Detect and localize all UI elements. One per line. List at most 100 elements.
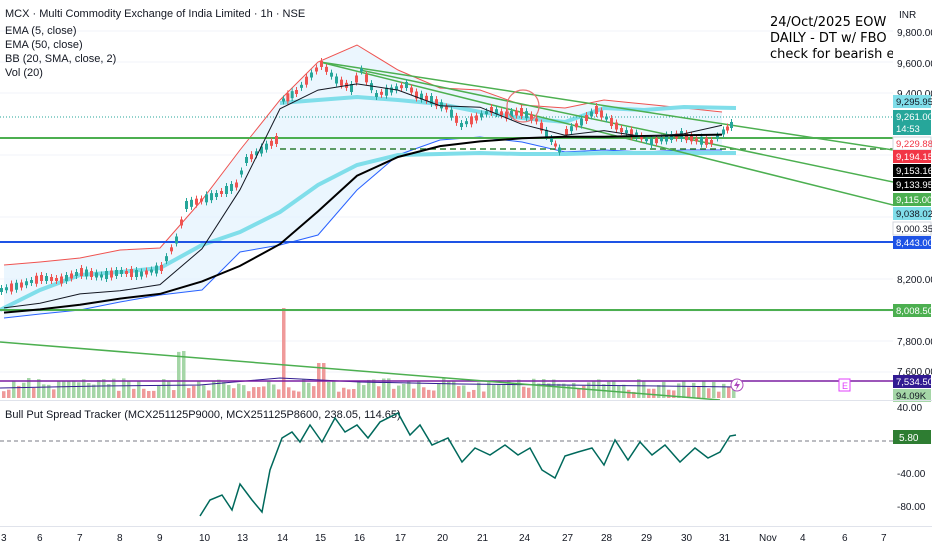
candle (225, 186, 228, 194)
price-tag (893, 193, 931, 206)
candle (255, 151, 258, 156)
price-tag (893, 178, 931, 191)
candle (320, 61, 323, 67)
volume-bar (632, 391, 636, 398)
price-tag-label: 8,443.00 (896, 238, 932, 249)
candle (105, 271, 108, 279)
candle (75, 272, 78, 276)
volume-bar (307, 382, 311, 398)
candle (155, 265, 158, 274)
candle (290, 91, 294, 99)
candle (210, 193, 213, 201)
volume-bar (62, 380, 66, 398)
time-axis[interactable]: 3 6 7 8 9 10 13 14 15 16 17 20 21 24 27 28 29 30 31 Nov 4 6 7 (1, 533, 887, 544)
candle (110, 270, 113, 278)
candle (425, 95, 428, 101)
volume-bar (442, 378, 446, 398)
volume-bar (147, 391, 151, 398)
volume-bar (117, 390, 121, 398)
volume-bar (427, 389, 431, 398)
volume-bar (167, 381, 171, 398)
candle (520, 108, 523, 116)
candle (480, 113, 483, 118)
time-label: 16 (354, 533, 366, 544)
trendline-upper[interactable] (319, 61, 894, 151)
candle (240, 170, 243, 175)
candle (630, 129, 633, 138)
trendline-long[interactable] (0, 341, 721, 401)
earnings-icon[interactable]: E (838, 378, 851, 392)
volume-bar (172, 390, 176, 398)
volume-bar (567, 385, 571, 398)
volume-bar (542, 379, 546, 398)
candle (726, 126, 729, 131)
candle (160, 265, 163, 271)
trendline-mid[interactable] (319, 61, 894, 206)
volume-bar (522, 386, 526, 398)
candle (722, 129, 725, 135)
legend-bb[interactable]: BB (20, SMA, close, 2) (5, 53, 116, 65)
volume-bar (52, 389, 56, 398)
oscillator-pane[interactable]: Bull Put Spread Tracker (MCX251125P9000,… (0, 403, 931, 517)
volume-bar (727, 386, 731, 398)
candle (200, 198, 203, 202)
volume-bar (622, 384, 626, 398)
volume-bar (42, 384, 46, 398)
ema-lines (3, 83, 723, 314)
osc-tick: 40.00 (897, 403, 922, 414)
volume-bar (212, 380, 216, 398)
candle (415, 91, 418, 99)
candle (465, 121, 468, 125)
volume-bar (182, 350, 186, 398)
candle (245, 157, 248, 163)
volume-bar (417, 381, 421, 398)
time-label: 20 (437, 533, 449, 544)
volume-bar (272, 384, 276, 398)
legend-vol[interactable]: Vol (20) (5, 67, 43, 79)
candle (50, 277, 53, 281)
osc-tick: -80.00 (897, 502, 926, 513)
price-tag (893, 375, 931, 388)
horizontal-levels[interactable] (0, 116, 893, 311)
volume-bar (277, 389, 281, 398)
volume-bar (327, 381, 331, 398)
legend-ema5[interactable]: EMA (5, close) (5, 25, 77, 37)
candle (65, 275, 68, 281)
legend-ema50[interactable]: EMA (50, close) (5, 39, 83, 51)
volume-bar (347, 389, 351, 398)
oscillator-title: Bull Put Spread Tracker (MCX251125P9000,… (5, 409, 401, 421)
note-annotation[interactable]: 24/Oct/2025 EOW DAILY - DT w/ FBO check … (770, 15, 932, 62)
volume-bar (642, 381, 646, 398)
volume-bar (612, 380, 616, 398)
volume-bar (507, 380, 511, 398)
price-axis[interactable]: INR 9,800.00 9,600.00 9,400.00 8,200.00 … (892, 0, 932, 402)
candle (286, 93, 290, 102)
time-label: 27 (562, 533, 574, 544)
volume-bar (462, 385, 466, 398)
candle (205, 194, 208, 203)
candle (355, 75, 358, 83)
volume-bar (87, 383, 91, 398)
candlesticks (0, 58, 733, 295)
volume-bar (357, 381, 361, 398)
candle (220, 191, 223, 194)
currency-label[interactable]: INR (899, 10, 916, 21)
candle (30, 280, 33, 283)
volume-bar (657, 385, 661, 398)
ema5-line (3, 83, 723, 309)
volume-bar (412, 388, 416, 398)
time-label: 6 (37, 533, 43, 544)
lightning-icon[interactable] (730, 378, 744, 392)
candle (710, 140, 713, 144)
candle (570, 126, 573, 132)
candle (530, 114, 533, 121)
volume-bar (432, 390, 436, 398)
volume-bar (22, 382, 26, 398)
highlight-circle[interactable] (506, 89, 540, 123)
candle (45, 276, 48, 281)
candle (500, 111, 503, 116)
trendlines[interactable] (0, 61, 894, 401)
trendline-lower[interactable] (359, 69, 894, 183)
price-tick: 7,600.00 (897, 367, 932, 378)
